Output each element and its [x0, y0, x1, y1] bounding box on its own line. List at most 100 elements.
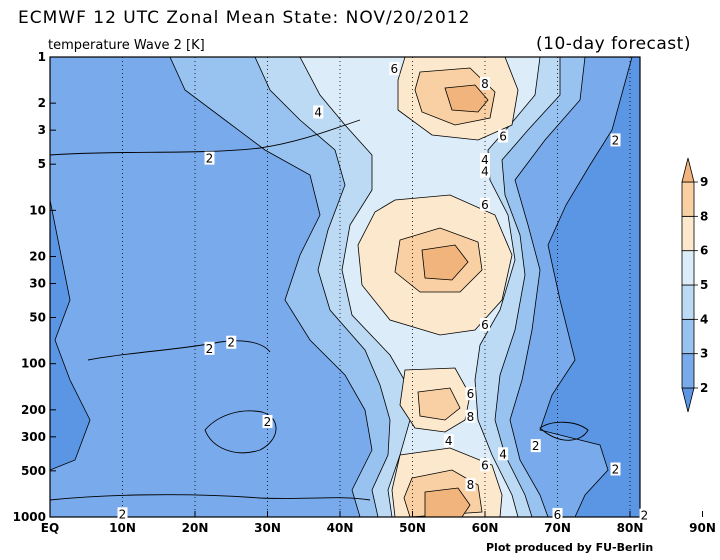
contour-label-bg: [610, 462, 621, 476]
contour-label-bg: [480, 458, 490, 472]
y-tick-label: 30: [29, 276, 46, 290]
x-tick-label: 60N: [472, 521, 499, 535]
chart-title: ECMWF 12 UTC Zonal Mean State: NOV/20/20…: [18, 8, 471, 28]
colorbar-segment: [681, 215, 695, 252]
meridian-grid: [122, 57, 631, 517]
contour-line-lower-band: [49, 494, 371, 501]
colorbar-label: 5: [700, 278, 708, 292]
variable-label: temperature Wave 2 [K]: [48, 38, 205, 53]
contour-label-bg: [480, 77, 490, 91]
colorbar-segment: [681, 181, 695, 217]
contour-label-bg: [465, 478, 476, 492]
y-tick-label: 500: [21, 464, 46, 478]
colorbar-label: 3: [700, 347, 708, 361]
x-tick-label: 30N: [254, 521, 281, 535]
colorbar-upper-arrow: [681, 157, 695, 183]
contour-label: 2: [119, 507, 127, 521]
contour-label-bg: [262, 414, 273, 428]
contour-label: 8: [467, 478, 475, 492]
y-tick-label: 2: [38, 96, 46, 110]
contour-label-bg: [498, 129, 509, 143]
plot-area: [49, 56, 640, 518]
contour-label-bg: [465, 409, 476, 423]
contour-label-bg: [552, 507, 563, 521]
contour-label: 4: [481, 165, 489, 179]
contour-label-bg: [610, 133, 621, 147]
y-tick-label: 20: [29, 249, 46, 263]
colorbar-label: 9: [700, 175, 708, 189]
x-tick-label: 50N: [399, 521, 426, 535]
contour-label: 6: [554, 508, 562, 522]
colorbar-segment: [681, 353, 695, 389]
level-9-region: [394, 67, 496, 518]
y-tick-label: 50: [29, 311, 46, 325]
x-tick-label: 10N: [109, 521, 136, 535]
contour-label: 6: [481, 318, 489, 332]
contour-label: 6: [481, 458, 489, 472]
contour-label-bg: [443, 434, 454, 448]
x-tick-label: EQ: [41, 521, 59, 535]
contour-label: 2: [227, 336, 235, 350]
contour-label: 6: [481, 198, 489, 212]
contour-label: 2: [641, 509, 649, 523]
contour-label: 2: [206, 152, 214, 166]
y-tick-label: 1000: [13, 510, 46, 524]
colorbar-segment: [681, 318, 695, 355]
contour-label: 6: [499, 130, 507, 144]
colorbar-label: 4: [700, 312, 708, 326]
colorbar-label: 8: [700, 209, 708, 223]
contour-line-lower-left-loop: [204, 410, 277, 454]
contour-label-bg: [465, 387, 476, 401]
level-10-region: [421, 84, 489, 518]
colorbar-segment: [681, 250, 695, 286]
contour-label: 4: [499, 447, 507, 461]
contour-label-bg: [530, 439, 541, 453]
contour-label: 8: [481, 77, 489, 91]
contour-label-bg: [639, 508, 650, 522]
contour-label-bg: [498, 447, 509, 461]
contour-label: 8: [467, 410, 475, 424]
contour-label-bg: [204, 341, 215, 355]
x-tick-label: 20N: [182, 521, 209, 535]
y-tick-label: 300: [21, 430, 46, 444]
y-tick-label: 5: [38, 157, 46, 171]
contour-label: 2: [612, 462, 620, 476]
contour-label-bg: [117, 507, 128, 521]
contour-label: 4: [445, 434, 453, 448]
contour-label-bg: [480, 153, 490, 167]
contour-label-bg: [313, 105, 324, 119]
contour-line-right-loop: [539, 421, 589, 441]
contour-label: 4: [314, 105, 322, 119]
plot-frame: [49, 56, 641, 518]
y-tick-label: 1: [38, 50, 46, 64]
contour-label: 2: [206, 342, 214, 356]
x-axis: EQ 10N 20N 30N 40N 50N 60N 70N 80N 90N: [41, 511, 716, 535]
contour-label: 4: [481, 153, 489, 167]
y-tick-label: 3: [38, 123, 46, 137]
contour-label: 2: [612, 133, 620, 147]
contour-label: 6: [391, 62, 399, 76]
forecast-label: (10-day forecast): [536, 34, 691, 54]
contour-label-bg: [204, 151, 215, 165]
contour-label-bg: [389, 62, 400, 76]
contour-label-bg: [480, 318, 490, 332]
y-tick-label: 100: [21, 357, 46, 371]
y-tick-label: 10: [29, 203, 46, 217]
x-tick-label: 40N: [327, 521, 354, 535]
contour-label-bg: [480, 197, 490, 211]
contour-label: 6: [467, 387, 475, 401]
x-tick-label: 70N: [544, 521, 571, 535]
colorbar-label: 2: [700, 381, 708, 395]
colorbar: 2 3 4 5 6 8 9: [681, 157, 708, 413]
contour-label-bg: [226, 335, 237, 349]
credit-label: Plot produced by FU-Berlin: [486, 541, 654, 554]
contour-label-bg: [480, 164, 490, 178]
colorbar-lower-arrow: [681, 387, 695, 413]
x-tick-label: 80N: [617, 521, 644, 535]
contour-label: 2: [532, 439, 540, 453]
colorbar-label: 6: [700, 244, 708, 258]
x-tick-label: 90N: [689, 521, 716, 535]
y-axis: 1 2 3 5 10 20 30 50 100 200 300 500 1000: [13, 50, 56, 524]
y-tick-label: 200: [21, 403, 46, 417]
